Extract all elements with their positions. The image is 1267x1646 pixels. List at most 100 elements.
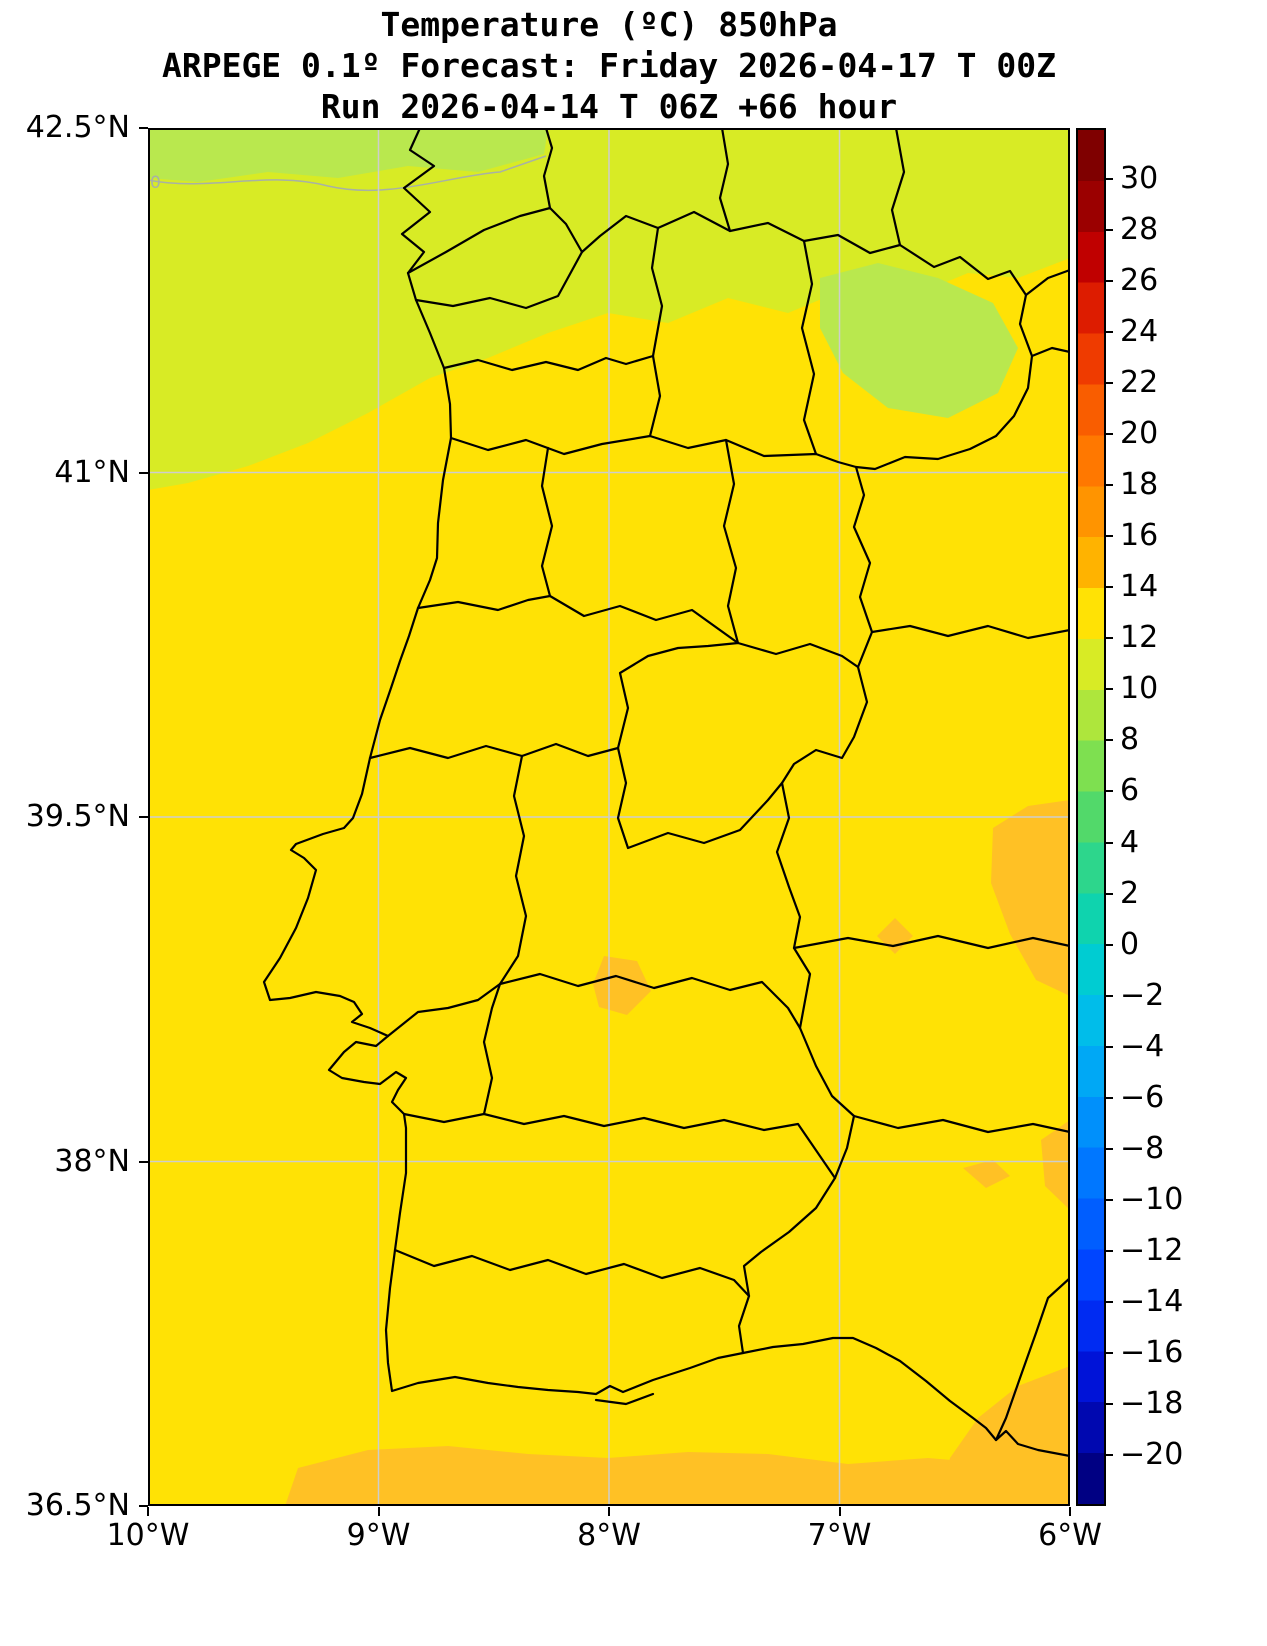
colorbar-tick-mark: [1106, 229, 1113, 232]
latitude-tick-label: 41°N: [54, 454, 130, 490]
colorbar-tick-label: 20: [1120, 416, 1159, 452]
colorbar-tick-mark: [1106, 1249, 1113, 1252]
contour-label: 0: [150, 173, 161, 193]
province-boundary: [890, 128, 906, 247]
colorbar-tick-mark: [1106, 1198, 1113, 1201]
band-14-16-inland-blob: [593, 956, 651, 1015]
band-8-10-ne-patch: [820, 263, 1018, 418]
colorbar-tick-label: 4: [1120, 824, 1140, 860]
coastline-path: [262, 128, 1070, 1458]
district-boundary: [368, 742, 620, 760]
longitude-tick-mark: [838, 1507, 841, 1516]
district-boundary: [414, 250, 584, 310]
colorbar-tick-label: 12: [1120, 620, 1159, 656]
colorbar-tick-mark: [1106, 688, 1113, 691]
colorbar-tick-label: 16: [1120, 518, 1159, 554]
district-boundary: [648, 226, 664, 438]
latitude-axis-ticks: [139, 127, 148, 1507]
colorbar-tick-label: 0: [1120, 926, 1140, 962]
band-14-16-south-strip: [285, 1446, 1070, 1506]
colorbar-tick-label: 10: [1120, 671, 1159, 707]
colorbar-tick-mark: [1106, 1453, 1113, 1456]
longitude-tick-label: 9°W: [346, 1518, 411, 1553]
district-boundary: [616, 641, 740, 750]
latitude-tick-mark: [139, 816, 148, 818]
province-boundary: [542, 128, 554, 210]
plot-frame: [148, 128, 1070, 1506]
spanish-province-boundaries: [542, 128, 1070, 1442]
colorbar-tick-label: 18: [1120, 467, 1159, 503]
colorbar-tick-label: 28: [1120, 212, 1159, 248]
colorbar-tick-label: −14: [1120, 1283, 1184, 1319]
longitude-tick-label: 7°W: [807, 1518, 872, 1553]
district-boundary: [482, 982, 502, 1116]
figure-titles: Temperature (ºC) 850hPa ARPEGE 0.1º Fore…: [0, 4, 1218, 127]
map-plot-area: 0: [148, 128, 1070, 1506]
colorbar-tick-mark: [1106, 841, 1113, 844]
longitude-tick-label: 8°W: [577, 1518, 641, 1553]
colorbar-tick-label: −8: [1120, 1130, 1165, 1166]
province-boundary: [718, 128, 732, 233]
district-boundary: [722, 438, 740, 645]
district-boundary: [442, 354, 655, 372]
district-boundary: [393, 1248, 751, 1298]
latitude-tick-mark: [139, 1505, 148, 1507]
province-boundary: [870, 624, 1070, 640]
longitude-tick-mark: [1069, 1507, 1071, 1516]
colorbar-tick-label: −10: [1120, 1181, 1184, 1217]
colorbar-tick-label: 8: [1120, 722, 1140, 758]
colorbar-tick-mark: [1106, 484, 1113, 487]
colorbar-labels: 30 28 26 24 22 20 18 16 14 12 10 8 6 4 2 0 −2 −4 −6 −8 −10 −1…: [1120, 128, 1250, 1506]
district-boundary: [616, 746, 784, 850]
colorbar-tick-mark: [1106, 892, 1113, 895]
latitude-tick-label: 36.5°N: [25, 1488, 130, 1523]
chart-subtitle-forecast: ARPEGE 0.1º Forecast: Friday 2026-04-17 …: [161, 46, 1057, 85]
colorbar-tick-mark: [1106, 994, 1113, 997]
colorbar-tick-mark: [1106, 1147, 1113, 1150]
district-boundary: [449, 434, 858, 469]
latitude-tick-label: 39.5°N: [25, 799, 130, 834]
contour-group: 0: [148, 155, 547, 193]
district-boundary: [736, 641, 860, 669]
colorbar-tick-label: −16: [1120, 1334, 1184, 1370]
portugal-temperature-map-svg: 0: [148, 128, 1070, 1506]
colorbar-tick-mark: [1106, 739, 1113, 742]
boundary-overlay: [262, 128, 1070, 1458]
colorbar-tick-label: 26: [1120, 263, 1159, 299]
colorbar-tick-label: 30: [1120, 161, 1159, 197]
colorbar-tick-mark: [1106, 1096, 1113, 1099]
colorbar-tick-mark: [1106, 790, 1113, 793]
latitude-axis-labels: 42.5°N 41°N 39.5°N 38°N 36.5°N: [0, 110, 138, 1523]
colorbar-tick-label: −4: [1120, 1028, 1165, 1064]
latitude-tick-label: 38°N: [54, 1143, 130, 1179]
colorbar-tick-label: 2: [1120, 875, 1140, 911]
province-boundary: [1024, 268, 1070, 297]
chart-title: Temperature (ºC) 850hPa: [380, 5, 838, 44]
band-8-10-nw-corner: [148, 128, 548, 182]
latitude-tick-mark: [139, 1160, 148, 1163]
colorbar-tick-mark: [1106, 1300, 1113, 1303]
longitude-tick-mark: [147, 1507, 149, 1516]
colorbar-tick-mark: [1106, 331, 1113, 334]
latitude-tick-label: 42.5°N: [25, 110, 130, 145]
graticule-gridlines: [148, 128, 1070, 1506]
district-boundary: [416, 594, 740, 645]
colorbar-tick-mark: [1106, 280, 1113, 283]
longitude-tick-label: 6°W: [1038, 1518, 1102, 1553]
colorbar-tick-label: 6: [1120, 773, 1140, 809]
colorbar-gradient: [1078, 130, 1104, 1504]
colorbar-tick-mark: [1106, 1402, 1113, 1405]
colorbar-tick-mark: [1106, 637, 1113, 640]
band-14-16-small-blob: [963, 1160, 1010, 1188]
province-boundary: [1030, 346, 1070, 358]
district-boundary: [402, 1112, 837, 1180]
band-14-16-east-patch: [991, 800, 1070, 996]
temperature-contour-line: [148, 155, 547, 192]
colorbar-tick-mark: [1106, 535, 1113, 538]
province-boundary: [792, 934, 1070, 950]
band-14-16-east-small-patch: [1041, 1120, 1070, 1210]
colorbar-tick-mark: [1106, 178, 1113, 181]
colorbar-ticks: [1106, 128, 1113, 1506]
portugal-district-boundaries: [368, 226, 860, 1406]
